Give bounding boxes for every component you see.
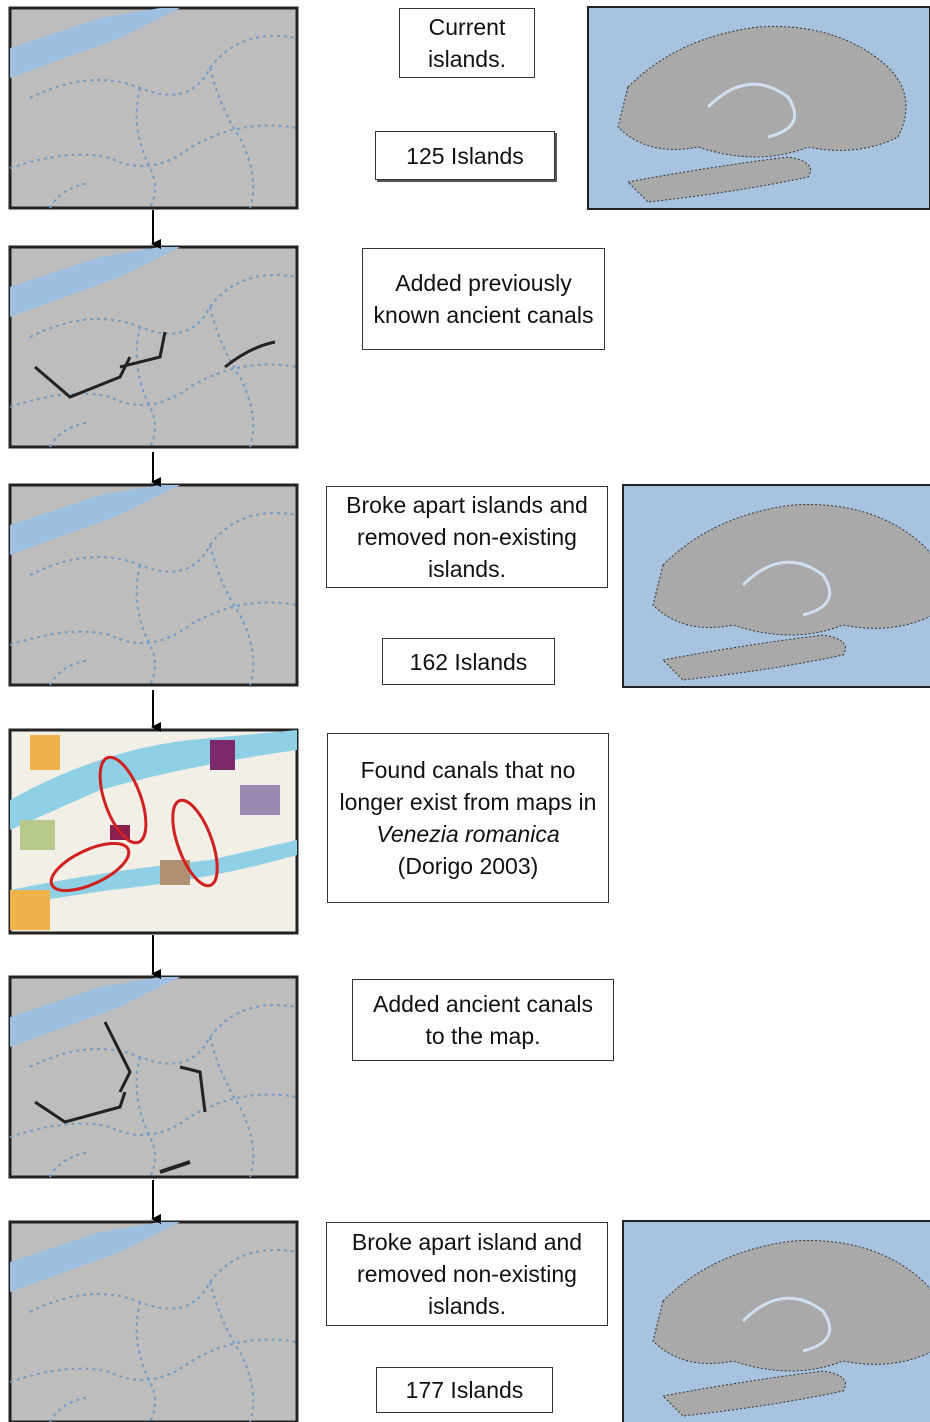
text-part: Venezia — [376, 821, 459, 847]
historic-map-panel — [8, 728, 299, 935]
overview-map — [621, 483, 930, 689]
island-count: 177 Islands — [376, 1367, 553, 1413]
island-count: 162 Islands — [382, 638, 555, 685]
map-panel — [8, 975, 299, 1179]
island-count: 125 Islands — [375, 131, 555, 180]
step-text: Broke apart islands and removed non-exis… — [326, 486, 608, 588]
map-panel — [8, 483, 299, 687]
map-panel — [8, 1220, 299, 1422]
step-text: Current islands. — [399, 8, 535, 78]
step-text: Added previously known ancient canals — [362, 248, 605, 350]
overview-map — [586, 5, 930, 211]
step-text: Broke apart island and removed non-exist… — [326, 1222, 608, 1326]
map-panel — [8, 245, 299, 449]
text-part: (Dorigo 2003) — [397, 853, 539, 879]
text-part: Found canals that no longer exist from m… — [339, 757, 597, 815]
overview-map — [621, 1219, 930, 1422]
step-text: Added ancient canals to the map. — [352, 979, 614, 1061]
map-panel — [8, 6, 299, 210]
text-part: romanica — [465, 821, 560, 847]
step-text: Found canals that no longer exist from m… — [327, 733, 609, 903]
